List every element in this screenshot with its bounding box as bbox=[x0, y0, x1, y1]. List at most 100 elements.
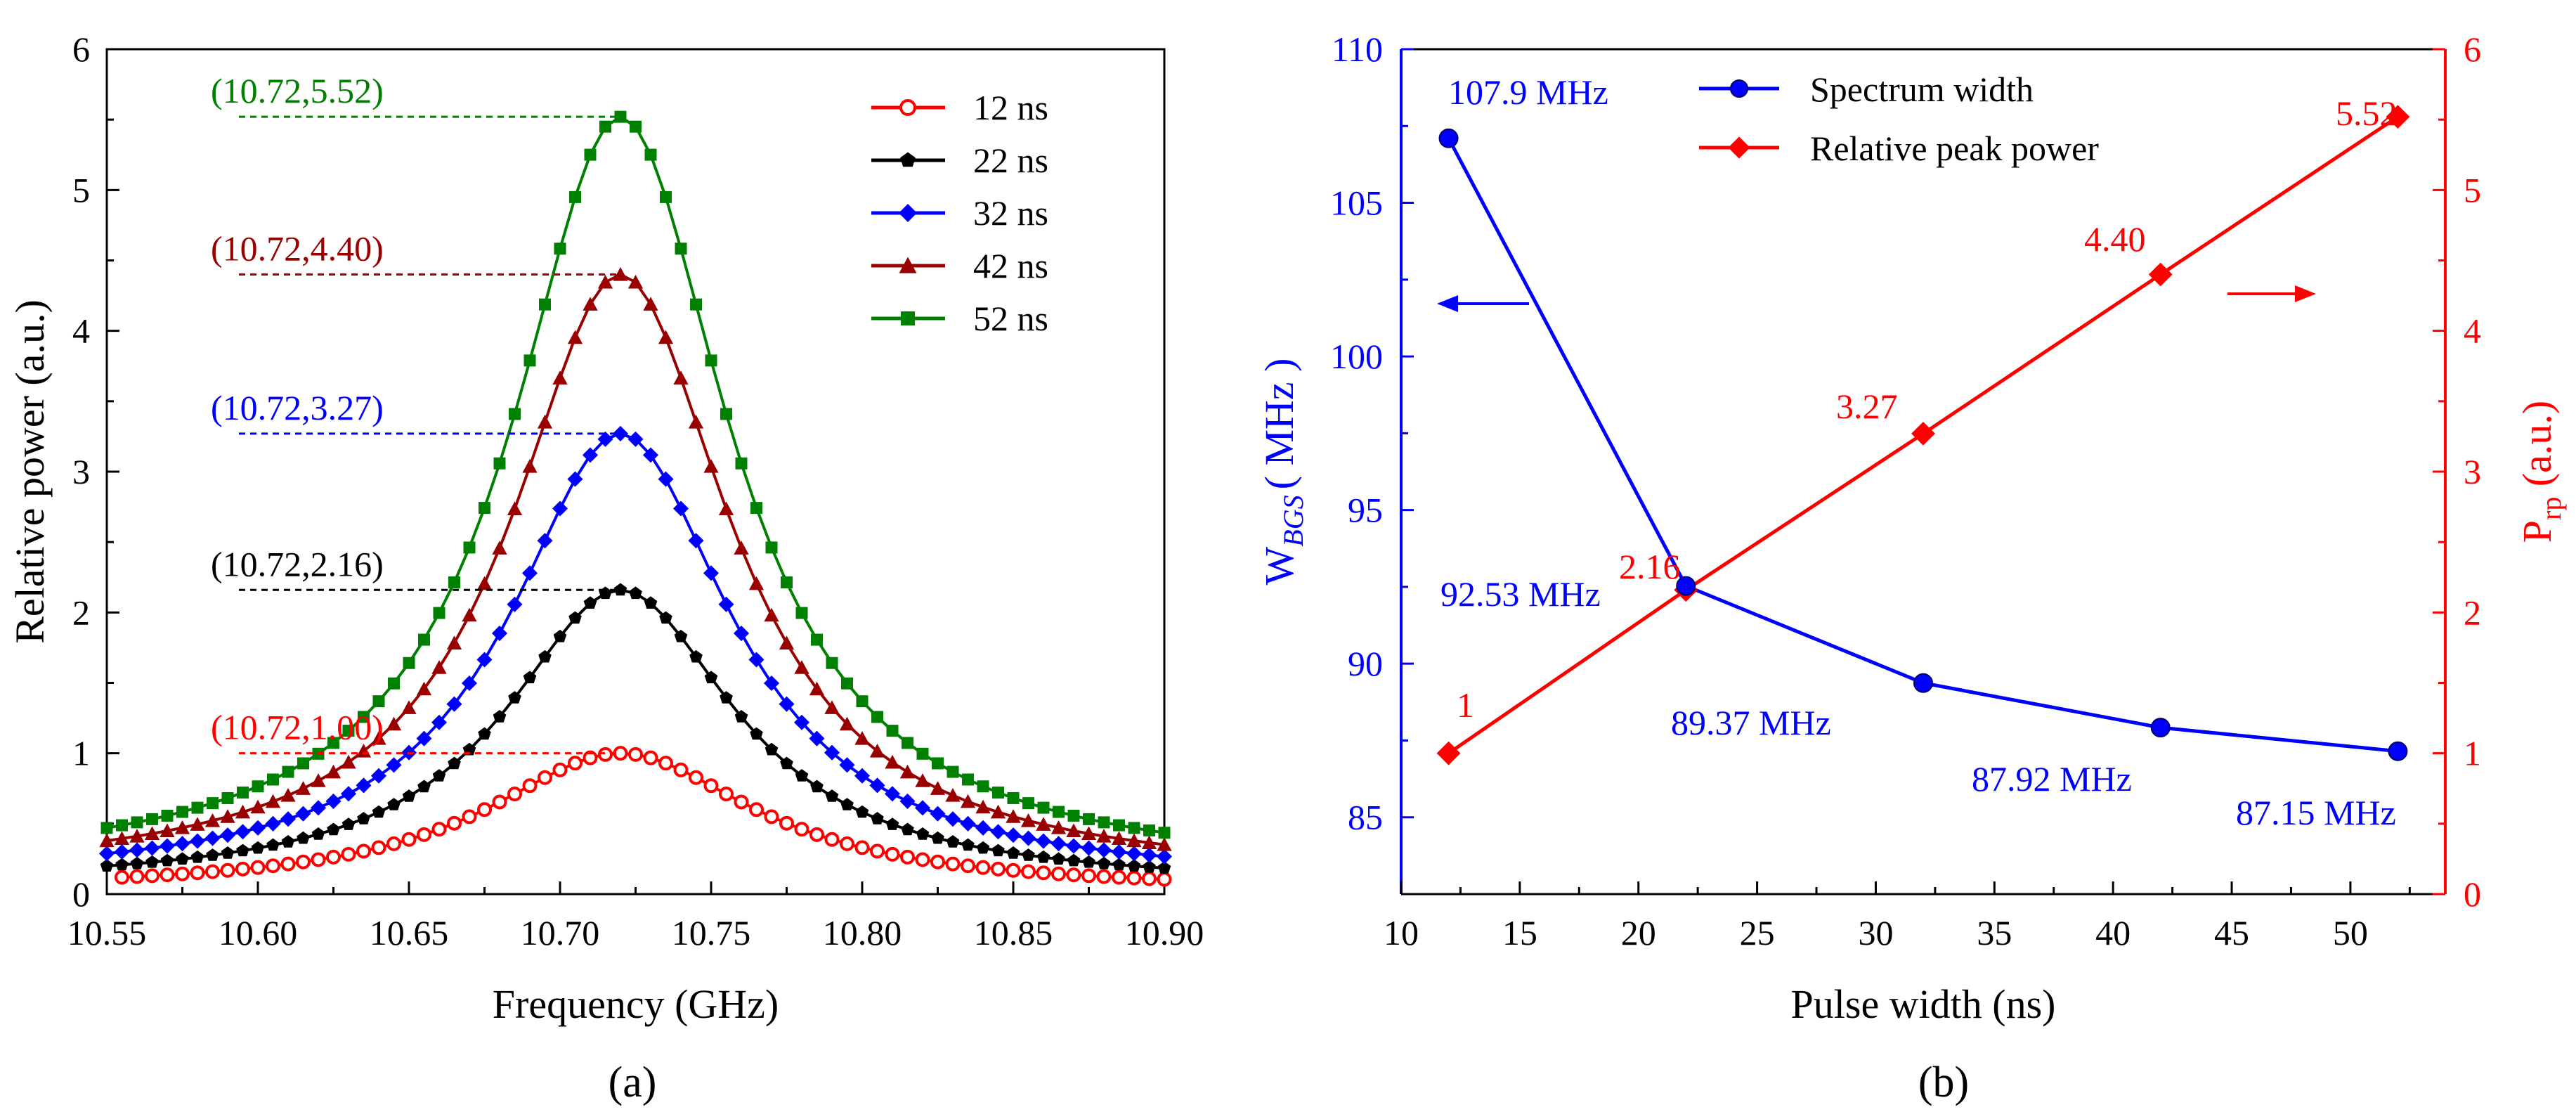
data-point bbox=[250, 860, 266, 875]
data-point bbox=[1051, 866, 1066, 881]
data-point bbox=[432, 769, 446, 782]
data-point bbox=[795, 607, 808, 619]
data-point bbox=[523, 671, 537, 684]
data-point bbox=[176, 852, 189, 865]
right-y-tick-label: 0 bbox=[2464, 874, 2481, 914]
data-point bbox=[448, 756, 461, 770]
data-point bbox=[899, 764, 916, 779]
data-point bbox=[977, 780, 989, 793]
data-point bbox=[1158, 827, 1171, 839]
y-tick-label: 2 bbox=[72, 593, 90, 632]
data-point bbox=[251, 841, 265, 854]
data-point bbox=[840, 798, 854, 810]
data-point bbox=[916, 747, 929, 760]
data-point bbox=[613, 266, 628, 281]
data-point bbox=[869, 777, 885, 794]
data-point bbox=[719, 787, 734, 802]
data-point bbox=[569, 190, 581, 203]
width-point bbox=[2150, 718, 2171, 738]
data-point bbox=[461, 675, 478, 692]
data-point bbox=[673, 762, 689, 777]
data-point bbox=[371, 840, 386, 855]
data-point bbox=[116, 819, 128, 832]
spectrum-width-label: 107.9 MHz bbox=[1448, 72, 1608, 112]
data-point bbox=[1113, 819, 1125, 832]
data-point bbox=[100, 822, 113, 834]
data-point bbox=[748, 576, 765, 590]
x-tick-label: 45 bbox=[2214, 913, 2249, 952]
data-point bbox=[960, 815, 976, 832]
data-point bbox=[1022, 848, 1035, 861]
data-point bbox=[462, 607, 477, 622]
data-point bbox=[129, 842, 145, 858]
data-point bbox=[1157, 872, 1172, 887]
right-y-title-sub: rp bbox=[2535, 497, 2567, 520]
data-point bbox=[417, 780, 431, 793]
right-y-title-unit: (a.u.) bbox=[2514, 401, 2560, 497]
data-point bbox=[840, 836, 854, 851]
data-point bbox=[492, 541, 507, 555]
data-point bbox=[431, 822, 447, 837]
power-point bbox=[2386, 105, 2410, 129]
data-point bbox=[930, 781, 946, 795]
data-point bbox=[266, 858, 280, 874]
data-point bbox=[1143, 824, 1155, 836]
data-point bbox=[599, 120, 611, 133]
x-tick-label: 30 bbox=[1858, 913, 1893, 952]
width-point bbox=[1913, 673, 1933, 693]
legend-label: 52 ns bbox=[973, 299, 1048, 338]
data-point bbox=[811, 633, 823, 646]
data-point bbox=[644, 596, 658, 609]
data-point bbox=[734, 710, 748, 723]
left-y-axis-title: WBGS ( MHz ) bbox=[1256, 358, 1309, 586]
data-point bbox=[539, 298, 551, 311]
data-point bbox=[204, 813, 221, 827]
data-point bbox=[386, 716, 402, 731]
panel-a-caption: (a) bbox=[609, 1059, 657, 1106]
data-point bbox=[750, 727, 763, 740]
data-point bbox=[672, 500, 689, 517]
data-point bbox=[763, 675, 780, 692]
data-point bbox=[902, 737, 913, 749]
data-point bbox=[403, 657, 415, 669]
data-point bbox=[612, 425, 629, 441]
data-point bbox=[630, 120, 642, 133]
data-point bbox=[401, 832, 417, 847]
legend-label: Spectrum width bbox=[1810, 70, 2034, 109]
relative-power-label: 4.40 bbox=[2084, 219, 2146, 259]
data-point bbox=[235, 861, 250, 877]
data-point bbox=[341, 754, 356, 769]
data-point bbox=[267, 773, 279, 786]
left-y-tick-label: 95 bbox=[1348, 491, 1383, 530]
data-point bbox=[205, 864, 220, 879]
legend-marker bbox=[899, 204, 917, 222]
data-point bbox=[930, 806, 946, 822]
data-point bbox=[1036, 850, 1050, 863]
right-y-title-main: P bbox=[2514, 520, 2560, 543]
data-point bbox=[144, 840, 160, 856]
data-point bbox=[190, 865, 205, 881]
data-point bbox=[145, 855, 159, 868]
data-point bbox=[1006, 862, 1021, 878]
data-point bbox=[824, 832, 840, 847]
width-point bbox=[1676, 576, 1696, 596]
data-point bbox=[597, 274, 613, 289]
data-point bbox=[644, 148, 657, 161]
data-point bbox=[582, 447, 599, 463]
width-point bbox=[1438, 128, 1459, 148]
data-point bbox=[554, 243, 566, 255]
data-point bbox=[900, 849, 915, 865]
peak-annotation: (10.72,4.40) bbox=[211, 229, 384, 269]
left-y-title-unit: ( MHz ) bbox=[1256, 358, 1302, 490]
data-point bbox=[1096, 829, 1112, 843]
data-point bbox=[809, 681, 825, 696]
data-point bbox=[824, 744, 840, 761]
data-point bbox=[220, 809, 235, 823]
data-point bbox=[583, 297, 598, 311]
legend-marker bbox=[900, 152, 916, 167]
data-point bbox=[114, 843, 130, 860]
data-point bbox=[174, 820, 190, 834]
data-point bbox=[690, 298, 702, 311]
data-point bbox=[794, 660, 809, 674]
data-point bbox=[1126, 870, 1142, 886]
